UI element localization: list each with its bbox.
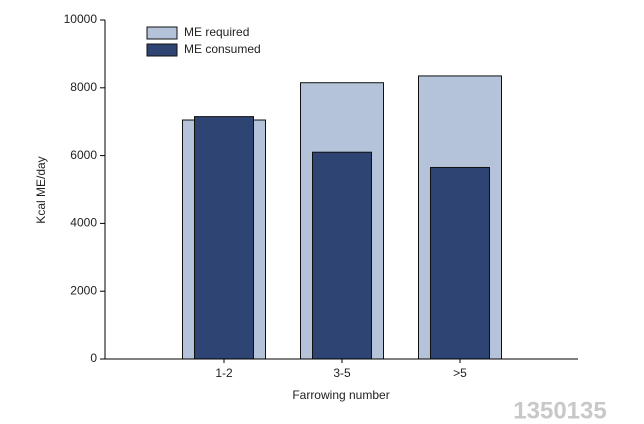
y-tick-label: 8000 — [70, 80, 97, 94]
watermark: 1350135 — [513, 397, 606, 424]
bar — [430, 166, 490, 360]
y-tick-label: 6000 — [70, 148, 97, 162]
legend-swatch — [146, 26, 178, 40]
y-axis-label: Kcal ME/day — [34, 156, 48, 223]
x-tick-label: >5 — [453, 366, 467, 380]
y-tick-label: 4000 — [70, 216, 97, 230]
bar — [312, 151, 372, 360]
y-tick-label: 10000 — [64, 12, 98, 26]
legend-swatch — [146, 43, 178, 57]
y-tick-label: 0 — [90, 351, 97, 365]
x-tick-label: 1-2 — [215, 366, 233, 380]
legend-label: ME required — [184, 25, 249, 39]
x-axis-label: Farrowing number — [292, 388, 389, 402]
bar — [194, 116, 254, 360]
y-tick-label: 2000 — [70, 283, 97, 297]
x-tick-label: 3-5 — [333, 366, 351, 380]
legend-label: ME consumed — [184, 42, 261, 56]
